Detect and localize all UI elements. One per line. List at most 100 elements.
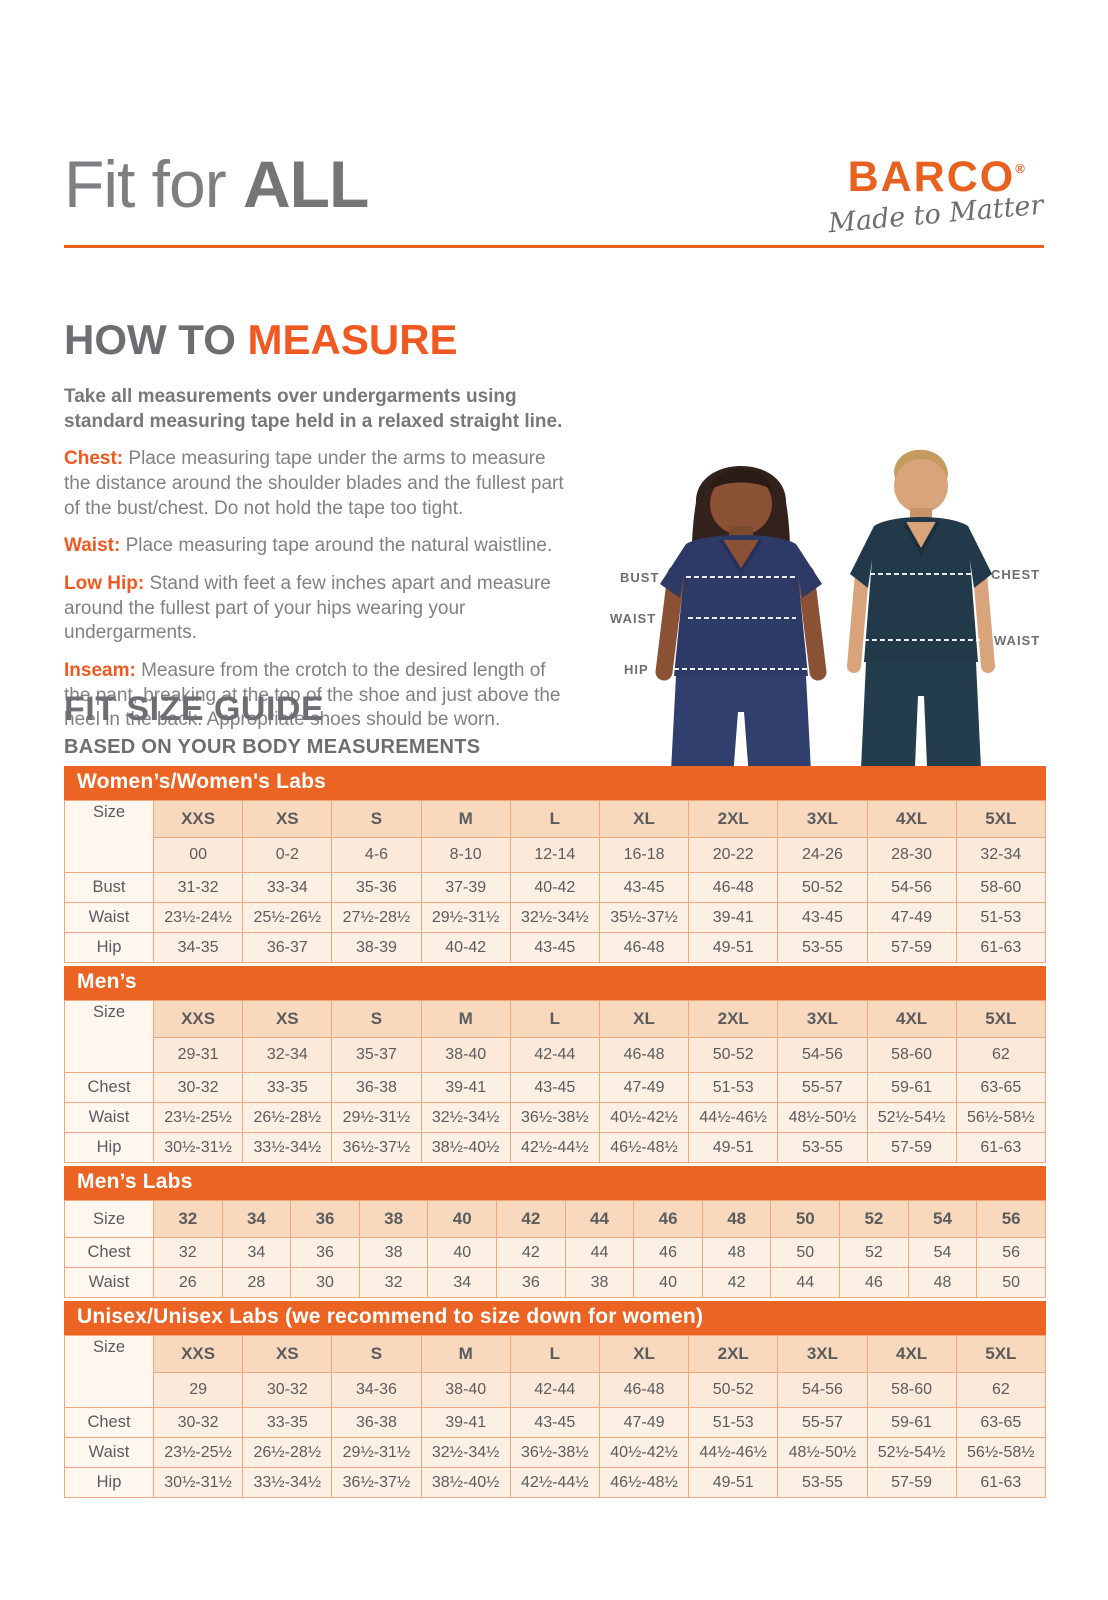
size-header-cell: 3XL [777,800,868,838]
size-row-label: Size [64,1000,154,1073]
size-number-cell: 62 [955,1372,1047,1408]
row-label: Hip [64,1467,154,1498]
measurement-cell: 59-61 [866,1072,957,1103]
measurement-cell: 30-32 [152,1407,244,1438]
size-header-cell: XL [598,800,690,838]
size-header-cell: 48 [701,1200,772,1238]
measurement-cell: 58-60 [955,872,1047,903]
size-number-cell: 35-37 [331,1037,422,1073]
size-number-cell: 54-56 [777,1037,868,1073]
size-header-cell: 2XL [688,1335,779,1373]
fit-size-guide-section: FIT SIZE GUIDE BASED ON YOUR BODY MEASUR… [64,690,1047,1498]
waist-label-male: WAIST [994,633,1040,648]
measure-item-low-hip: Low Hip: Stand with feet a few inches ap… [64,572,576,646]
measurement-cell: 35½-37½ [598,902,690,933]
measurement-cell: 36-38 [331,1407,422,1438]
size-table-unisex: Size XXS XS S M L XL 2XL 3XL 4XL 5XL 29 30-32 34-36 38… [64,1335,1047,1498]
measurement-cell: 46 [633,1237,703,1268]
registered-trademark-icon: ® [1015,161,1025,176]
measurement-cell: 50 [976,1267,1046,1298]
measurement-cell: 30½-31½ [152,1132,244,1163]
size-table-mens-labs: Size 32 34 36 38 40 42 44 46 48 50 52 54 56 Chest 32 34 3… [64,1200,1046,1298]
measure-item-chest: Chest: Place measuring tape under the ar… [64,447,576,521]
measurement-cell: 26½-28½ [242,1437,333,1468]
measurement-cell: 53-55 [777,932,868,963]
measurement-cell: 29½-31½ [420,902,511,933]
measurement-cell: 56½-58½ [955,1102,1047,1133]
table-row-hip: Hip 30½-31½ 33½-34½ 36½-37½ 38½-40½ 42½-44½ 46… [64,1132,1047,1163]
measure-item-waist: Waist: Place measuring tape around the n… [64,534,576,559]
measurement-cell: 43-45 [777,902,868,933]
measurement-cell: 44½-46½ [688,1102,779,1133]
female-model-illustration [655,466,827,790]
measurement-cell: 32½-34½ [509,902,600,933]
models-photo: BUST WAIST HIP CHEST WAIST [586,424,1048,790]
measure-intro-text: Take all measurements over undergarments… [64,386,563,433]
size-header-cell: 50 [770,1200,841,1238]
measurement-cell: 52 [839,1237,909,1268]
size-header-cell: 36 [290,1200,360,1238]
size-header-cell: 42 [496,1200,566,1238]
size-number-cell: 30-32 [242,1372,333,1408]
size-number-cell: 50-52 [688,1372,779,1408]
size-number-cell: 38-40 [420,1372,511,1408]
measurement-cell: 34-35 [152,932,244,963]
measurement-cell: 23½-24½ [152,902,244,933]
size-header-cell: S [331,1335,422,1373]
size-number-cell: 46-48 [598,1037,690,1073]
measurement-cell: 49-51 [688,1467,779,1498]
size-number-cell: 29 [152,1372,244,1408]
size-number-cell: 16-18 [598,837,690,873]
measurement-cell: 43-45 [509,932,600,963]
size-header-cell: 34 [221,1200,292,1238]
size-header-cell: XS [242,1335,333,1373]
measurement-cell: 30 [290,1267,360,1298]
measurement-cell: 54 [907,1237,978,1268]
measure-item-text: Place measuring tape around the natural … [125,535,553,557]
size-number-cell: 54-56 [777,1372,868,1408]
measurement-cell: 43-45 [509,1072,600,1103]
table-section-header-mens: Men’s [64,966,1046,1000]
size-header-cell: 52 [839,1200,909,1238]
measure-item-text: Measure from the crotch to the desired l… [64,659,561,731]
measure-item-label: Inseam: [64,659,136,681]
waist-label-female: WAIST [610,611,656,626]
measurement-cell: 48½-50½ [777,1102,868,1133]
row-label: Waist [64,902,154,933]
measurement-cell: 50-52 [777,872,868,903]
measurement-cell: 33-35 [242,1407,333,1438]
how-to-measure-title: HOW TO MEASURE [64,316,576,364]
size-header-cell: L [509,1335,600,1373]
table-section-header-mens-labs: Men’s Labs [64,1166,1046,1200]
measure-item-text: Stand with feet a few inches apart and m… [64,572,551,644]
row-label: Bust [64,872,154,903]
size-number-cell: 24-26 [777,837,868,873]
measurement-cell: 32½-34½ [420,1102,511,1133]
table-section-header-womens: Women’s/Women's Labs [64,766,1046,800]
size-number-cell: 20-22 [688,837,779,873]
size-number-cell: 42-44 [509,1372,600,1408]
measurement-cell: 26 [153,1267,223,1298]
measurement-cell: 57-59 [866,932,957,963]
measurement-cell: 32½-34½ [420,1437,511,1468]
size-header-cell: 56 [976,1200,1046,1238]
size-header-cell: M [420,800,511,838]
measurement-cell: 48 [701,1237,772,1268]
table-row-hip: Hip 34-35 36-37 38-39 40-42 43-45 46-48 49-51 53… [64,932,1047,963]
size-number-cell: 46-48 [598,1372,690,1408]
measurement-cell: 36 [290,1237,360,1268]
measurement-cell: 36 [496,1267,566,1298]
measurement-cell: 42½-44½ [509,1467,600,1498]
measurement-cell: 30-32 [152,1072,244,1103]
measurement-cell: 38 [564,1267,635,1298]
row-label: Chest [64,1072,154,1103]
measurement-cell: 40-42 [420,932,511,963]
size-header-cell: S [331,1000,422,1038]
row-label: Chest [64,1237,154,1268]
measurement-cell: 55-57 [777,1407,868,1438]
measurement-cell: 51-53 [688,1407,779,1438]
size-header-cell: 5XL [955,800,1047,838]
measurement-cell: 38½-40½ [420,1467,511,1498]
measure-item-inseam: Inseam: Measure from the crotch to the d… [64,659,576,733]
measurement-cell: 61-63 [955,1132,1047,1163]
